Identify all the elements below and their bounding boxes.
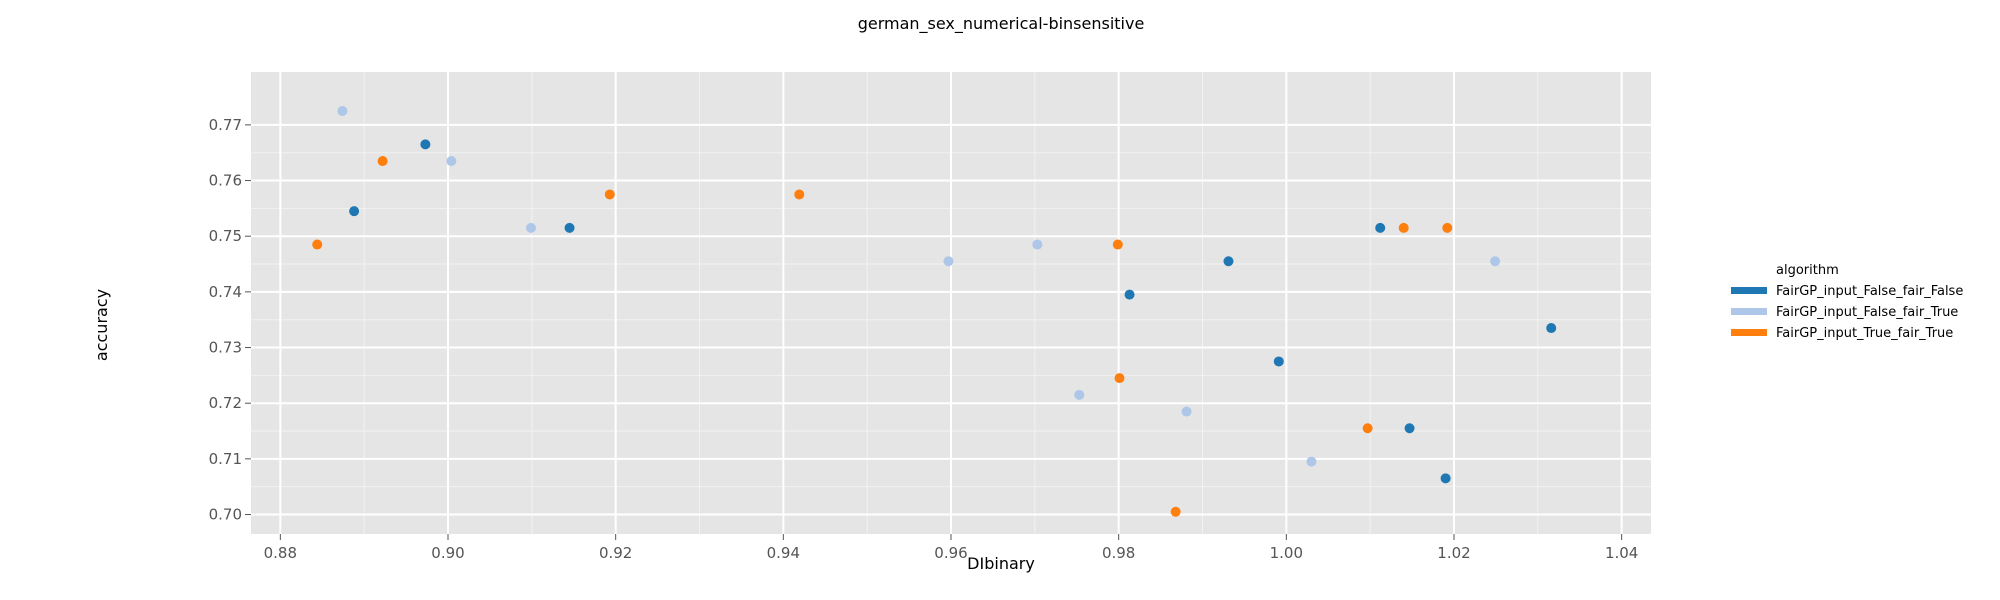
data-point: [1546, 323, 1557, 334]
data-point: [312, 239, 323, 250]
data-point: [1273, 356, 1284, 367]
data-point: [1114, 373, 1125, 384]
data-point: [337, 105, 348, 116]
data-point: [1442, 222, 1453, 233]
y-tick-label: 0.70: [209, 506, 242, 524]
legend-swatch: [1731, 308, 1767, 315]
y-tick-label: 0.71: [209, 450, 242, 468]
data-point: [604, 189, 615, 200]
y-tick-label: 0.75: [209, 227, 242, 245]
y-tick-label: 0.76: [209, 172, 242, 190]
data-point: [943, 256, 954, 267]
data-point: [420, 139, 431, 150]
data-point: [1440, 473, 1451, 484]
data-point: [1362, 423, 1373, 434]
data-point: [1112, 239, 1123, 250]
x-tick-label: 1.00: [1270, 544, 1303, 562]
legend-swatch: [1731, 329, 1767, 336]
x-tick-label: 1.04: [1605, 544, 1638, 562]
series-2: [337, 105, 1501, 467]
data-point: [1170, 506, 1181, 517]
series-1: [349, 139, 1557, 484]
data-point: [1490, 256, 1501, 267]
legend-label: FairGP_input_False_fair_True: [1776, 305, 1958, 320]
y-tick-label: 0.73: [209, 339, 242, 357]
legend-swatch: [1731, 287, 1767, 294]
data-point: [1398, 222, 1409, 233]
x-axis-label: DIbinary: [967, 554, 1035, 573]
x-tick-label: 0.90: [431, 544, 464, 562]
y-tick-label: 0.74: [209, 283, 242, 301]
chart-title: german_sex_numerical-binsensitive: [858, 14, 1145, 34]
data-point: [1375, 222, 1386, 233]
y-axis: 0.70 0.71 0.72 0.73 0.74 0.75 0.76 0.77: [209, 116, 251, 524]
x-tick-label: 0.88: [264, 544, 297, 562]
data-point: [794, 189, 805, 200]
data-point: [1032, 239, 1043, 250]
series-3: [312, 156, 1453, 517]
x-tick-label: 0.96: [934, 544, 967, 562]
data-point: [1124, 289, 1135, 300]
data-point: [1223, 256, 1234, 267]
x-axis: 0.88 0.90 0.92 0.94 0.96 0.98 1.00 1.02 1.04: [264, 534, 1638, 562]
data-point: [1181, 406, 1192, 417]
y-axis-label: accuracy: [92, 289, 111, 361]
data-point: [1074, 389, 1085, 400]
x-tick-label: 0.94: [767, 544, 800, 562]
data-point: [349, 206, 360, 217]
data-point: [1404, 423, 1415, 434]
legend: algorithm FairGP_input_False_fair_False F…: [1731, 263, 1963, 341]
data-point: [1306, 456, 1317, 467]
data-point: [446, 156, 457, 167]
legend-label: FairGP_input_True_fair_True: [1776, 326, 1953, 341]
data-point: [564, 222, 575, 233]
data-points: [312, 105, 1557, 517]
y-tick-label: 0.77: [209, 116, 242, 134]
x-tick-label: 1.02: [1437, 544, 1470, 562]
legend-label: FairGP_input_False_fair_False: [1776, 284, 1963, 299]
legend-title: algorithm: [1776, 263, 1839, 278]
x-tick-label: 0.98: [1102, 544, 1135, 562]
y-tick-label: 0.72: [209, 394, 242, 412]
major-gridlines: [251, 72, 1651, 534]
data-point: [377, 156, 388, 167]
x-tick-label: 0.92: [599, 544, 632, 562]
data-point: [526, 222, 536, 233]
